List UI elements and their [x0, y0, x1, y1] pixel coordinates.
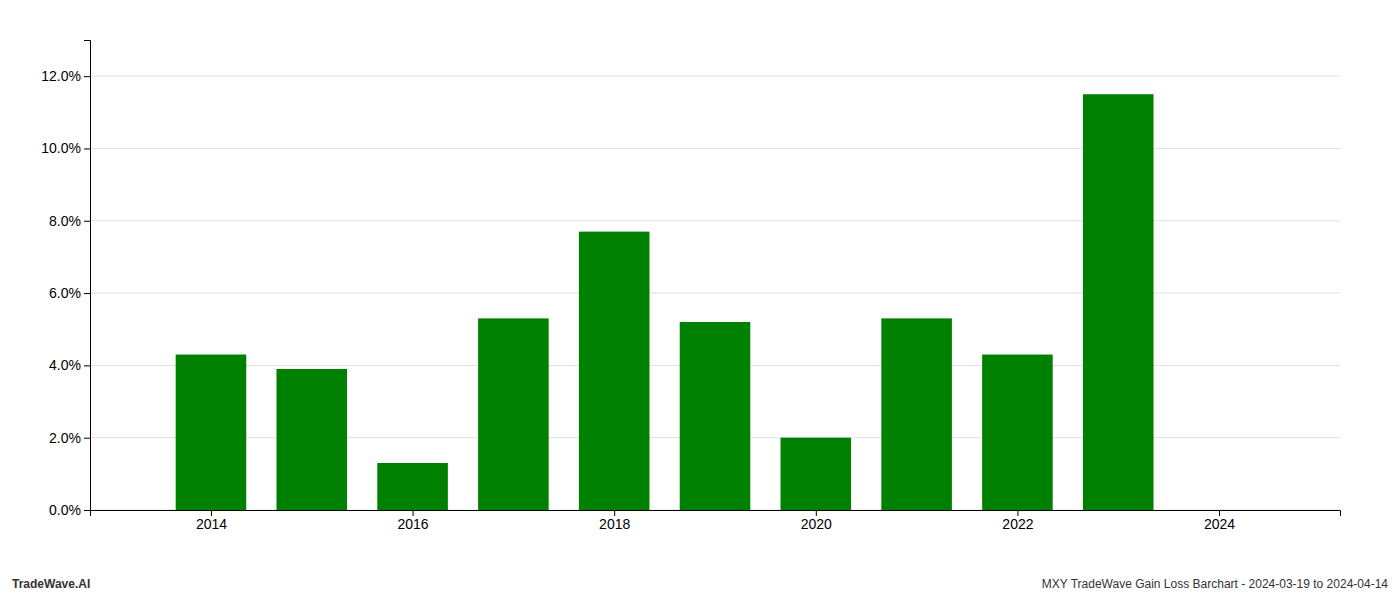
footer-right: MXY TradeWave Gain Loss Barchart - 2024-… — [1042, 577, 1389, 591]
footer-left: TradeWave.AI — [12, 577, 90, 591]
y-tick-mark — [84, 221, 90, 222]
x-tick-label: 2014 — [196, 516, 227, 532]
bar — [881, 318, 952, 510]
bar — [579, 232, 650, 510]
y-tick: 8.0% — [49, 213, 90, 229]
y-axis: 0.0% 2.0% 4.0% 6.0% 8.0% 10.0% 12.0% — [41, 41, 90, 518]
x-axis-line — [91, 511, 1341, 517]
y-tick-mark — [84, 76, 90, 77]
y-tick-mark — [84, 148, 90, 149]
y-tick: 4.0% — [49, 357, 90, 373]
y-tick: 6.0% — [49, 285, 90, 301]
y-tick-label: 0.0% — [49, 502, 81, 518]
y-tick-label: 2.0% — [49, 430, 81, 446]
x-tick-label: 2020 — [801, 516, 832, 532]
grid — [90, 76, 1340, 510]
x-tick: 2016 — [398, 510, 429, 532]
bar — [478, 318, 549, 510]
x-tick: 2022 — [1002, 510, 1033, 532]
y-tick-mark — [84, 293, 90, 294]
y-axis-line — [84, 41, 91, 511]
y-tick-mark — [84, 365, 90, 366]
bar — [377, 463, 448, 510]
y-tick: 12.0% — [41, 68, 90, 84]
bars — [176, 94, 1154, 510]
y-tick-label: 12.0% — [41, 68, 81, 84]
y-tick-mark — [84, 438, 90, 439]
bar — [276, 369, 347, 510]
plot: 2014 2016 2018 2020 2022 2024 0.0% 2.0% 4.0% 6.0%… — [41, 41, 1340, 532]
y-tick-label: 8.0% — [49, 213, 81, 229]
bar — [176, 355, 247, 510]
bar — [982, 355, 1053, 510]
x-axis: 2014 2016 2018 2020 2022 2024 — [91, 510, 1341, 532]
y-tick-label: 10.0% — [41, 140, 81, 156]
chart: 2014 2016 2018 2020 2022 2024 0.0% 2.0% 4.0% 6.0%… — [0, 0, 1400, 600]
y-tick: 0.0% — [49, 502, 90, 518]
y-tick: 10.0% — [41, 140, 90, 156]
bar — [781, 438, 852, 510]
x-tick-label: 2018 — [599, 516, 630, 532]
y-tick-mark — [84, 510, 90, 511]
y-tick-label: 6.0% — [49, 285, 81, 301]
x-tick: 2018 — [599, 510, 630, 532]
x-tick: 2024 — [1204, 510, 1235, 532]
x-tick-label: 2016 — [398, 516, 429, 532]
y-tick-label: 4.0% — [49, 357, 81, 373]
bar — [680, 322, 751, 510]
bar — [1083, 94, 1154, 510]
x-tick: 2020 — [801, 510, 832, 532]
x-tick-label: 2022 — [1002, 516, 1033, 532]
x-tick: 2014 — [196, 510, 227, 532]
grid-line — [90, 76, 1340, 77]
y-tick: 2.0% — [49, 430, 90, 446]
x-tick-label: 2024 — [1204, 516, 1235, 532]
